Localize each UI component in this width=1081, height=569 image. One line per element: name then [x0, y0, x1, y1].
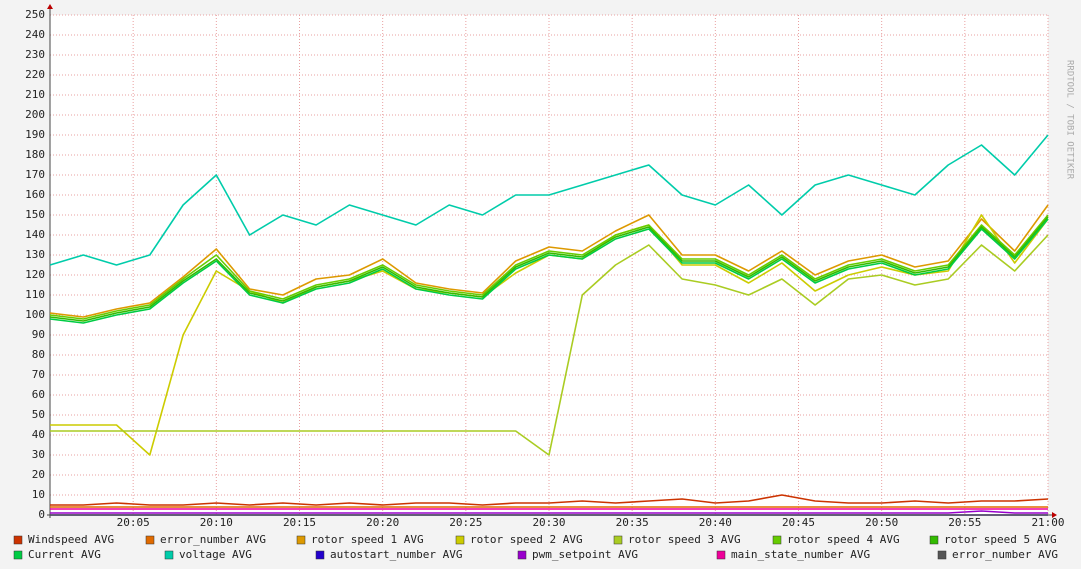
series-line	[49, 214, 1049, 320]
y-tick-label: 20	[32, 468, 45, 481]
legend-label: Windspeed AVG	[28, 533, 114, 546]
x-tick-label: 20:40	[699, 516, 732, 529]
series-line	[49, 204, 1049, 318]
watermark: RRDTOOL / TOBI OETIKER	[1065, 60, 1075, 180]
series-line	[49, 134, 1049, 266]
axis-arrow	[47, 4, 53, 9]
legend-swatch	[929, 535, 939, 545]
legend-swatch	[13, 535, 23, 545]
series-line	[50, 494, 1049, 506]
legend-swatch	[296, 535, 306, 545]
y-tick-label: 120	[25, 268, 45, 281]
x-tick-label: 20:30	[532, 516, 565, 529]
y-tick-label: 30	[32, 448, 45, 461]
x-tick-label: 20:25	[449, 516, 482, 529]
series-line	[50, 234, 1049, 456]
legend-label: pwm_setpoint AVG	[532, 548, 638, 561]
legend-swatch	[716, 550, 726, 560]
y-tick-label: 130	[25, 248, 45, 261]
y-tick-label: 90	[32, 328, 45, 341]
y-tick-label: 70	[32, 368, 45, 381]
y-tick-label: 240	[25, 28, 45, 41]
legend-label: rotor speed 5 AVG	[944, 533, 1057, 546]
y-tick-label: 50	[32, 408, 45, 421]
legend-label: rotor speed 4 AVG	[787, 533, 900, 546]
legend-label: rotor speed 1 AVG	[311, 533, 424, 546]
x-tick-label: 20:55	[948, 516, 981, 529]
y-tick-label: 100	[25, 308, 45, 321]
y-tick-label: 140	[25, 228, 45, 241]
legend-swatch	[455, 535, 465, 545]
legend-label: rotor speed 2 AVG	[470, 533, 583, 546]
y-tick-label: 60	[32, 388, 45, 401]
x-tick-label: 20:15	[283, 516, 316, 529]
legend-swatch	[937, 550, 947, 560]
legend-swatch	[517, 550, 527, 560]
y-tick-label: 110	[25, 288, 45, 301]
y-tick-label: 250	[25, 8, 45, 21]
legend-swatch	[145, 535, 155, 545]
y-tick-label: 220	[25, 68, 45, 81]
legend-label: Current AVG	[28, 548, 101, 561]
legend-label: error_number AVG	[160, 533, 266, 546]
legend-swatch	[164, 550, 174, 560]
series-line	[50, 510, 1048, 514]
series-line	[49, 216, 1049, 322]
y-tick-label: 210	[25, 88, 45, 101]
legend-label: autostart_number AVG	[330, 548, 462, 561]
y-tick-label: 200	[25, 108, 45, 121]
x-tick-label: 20:45	[782, 516, 815, 529]
y-tick-label: 160	[25, 188, 45, 201]
y-tick-label: 230	[25, 48, 45, 61]
y-tick-label: 80	[32, 348, 45, 361]
axis-arrow	[1052, 512, 1057, 518]
y-tick-label: 180	[25, 148, 45, 161]
y-tick-label: 190	[25, 128, 45, 141]
y-tick-label: 10	[32, 488, 45, 501]
x-tick-label: 20:05	[117, 516, 150, 529]
y-tick-label: 170	[25, 168, 45, 181]
legend-swatch	[13, 550, 23, 560]
y-tick-label: 40	[32, 428, 45, 441]
legend-swatch	[315, 550, 325, 560]
legend-label: voltage AVG	[179, 548, 252, 561]
legend-swatch	[772, 535, 782, 545]
x-tick-label: 20:50	[865, 516, 898, 529]
x-tick-label: 21:00	[1031, 516, 1064, 529]
legend-label: rotor speed 3 AVG	[628, 533, 741, 546]
x-tick-label: 20:20	[366, 516, 399, 529]
series-line	[49, 218, 1049, 324]
legend-label: main_state_number AVG	[731, 548, 870, 561]
y-tick-label: 150	[25, 208, 45, 221]
legend-label: error_number AVG	[952, 548, 1058, 561]
legend-swatch	[613, 535, 623, 545]
x-tick-label: 20:10	[200, 516, 233, 529]
y-tick-label: 0	[38, 508, 45, 521]
x-tick-label: 20:35	[616, 516, 649, 529]
